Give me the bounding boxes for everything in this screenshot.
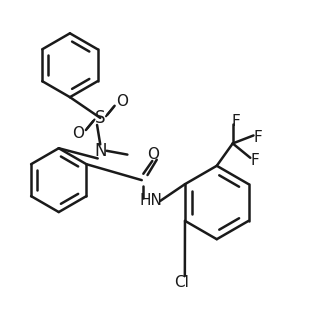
Text: O: O (72, 126, 84, 141)
Text: N: N (94, 142, 107, 160)
Text: F: F (251, 154, 259, 168)
Text: HN: HN (140, 194, 163, 208)
Text: S: S (95, 109, 106, 127)
Text: Cl: Cl (174, 275, 189, 290)
Text: O: O (117, 94, 129, 109)
Text: F: F (231, 114, 240, 128)
Text: F: F (254, 129, 263, 145)
Text: O: O (147, 147, 159, 162)
